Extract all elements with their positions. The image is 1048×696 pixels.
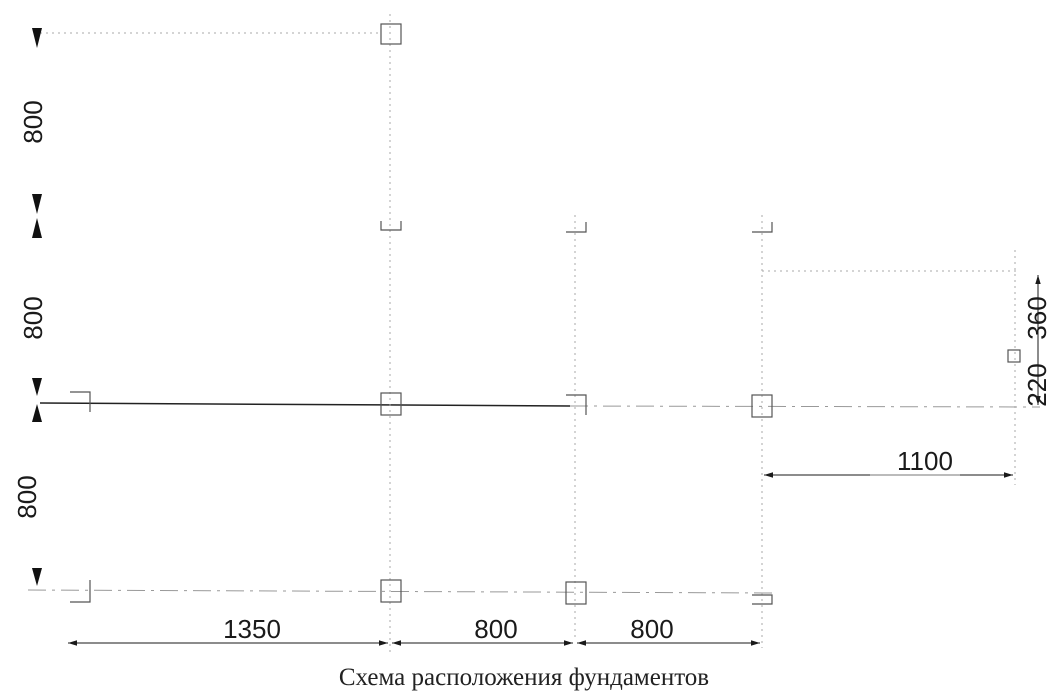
foundation-pad [70,391,91,412]
dimension-label-right-upper: 360 [1022,296,1048,339]
dimension-tick [32,404,42,422]
dimension-label-bottom-first: 1350 [223,614,281,644]
foundation-pad [565,581,587,605]
foundation-pad [380,392,402,416]
dimension-tick [32,568,42,586]
foundation-pad [752,594,773,605]
dimension-label-bottom-third: 800 [630,614,673,644]
dimension-label-right-horizontal: 1100 [897,446,953,476]
foundation-pad [380,23,402,45]
dimension-tick [32,378,42,396]
axis-line-middle [39,402,571,407]
axis-line-middle-right [569,405,1041,408]
dimension-tick [32,218,42,238]
foundation-pad [566,222,587,233]
dimension-tick [32,194,42,214]
foundation-pad [70,580,91,603]
dimension-tick [32,28,42,48]
foundation-pad [752,222,773,233]
dimension-label-right-lower: 220 [1022,363,1048,406]
dimension-label-left-bottom: 800 [12,475,42,518]
dimension-label-bottom-second: 800 [474,614,517,644]
foundation-pad [566,394,587,415]
foundation-pad [380,579,402,603]
dimension-label-left-top: 800 [18,100,48,143]
foundation-pad [751,394,773,418]
foundation-pad [380,221,402,231]
dimension-label-left-middle: 800 [18,296,48,339]
foundation-pad [1007,349,1021,363]
drawing-caption: Схема расположения фундаментов [338,664,710,691]
